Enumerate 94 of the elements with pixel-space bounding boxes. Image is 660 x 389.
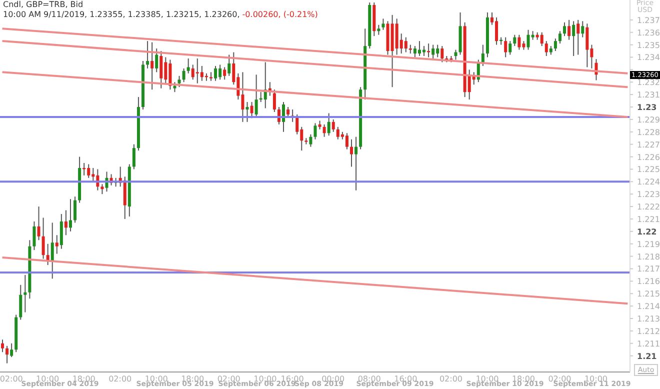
candlestick	[513, 34, 516, 47]
candlestick	[42, 217, 45, 260]
y-tick-label: 1.217	[637, 264, 660, 274]
candlestick	[350, 138, 353, 168]
y-tick-label: 1.226	[637, 152, 660, 162]
y-tick-label: 1.215	[637, 290, 660, 299]
candlestick	[182, 68, 186, 83]
candlestick	[332, 118, 335, 132]
y-tick-label: 1.212	[637, 326, 660, 336]
y-tick-label: 1.228	[637, 128, 660, 137]
candlestick	[250, 102, 254, 119]
candlestick	[50, 222, 54, 280]
candlestick	[558, 30, 562, 44]
candlestick	[327, 112, 330, 136]
candlestick	[576, 19, 580, 56]
candlestick	[223, 66, 226, 80]
y-tick-label: 1.235	[637, 40, 660, 50]
y-tick-label: 1.216	[637, 277, 660, 286]
y-tick-label: 1.213	[637, 314, 660, 324]
candlestick	[19, 284, 22, 320]
candlestick	[74, 196, 77, 224]
y-tick-label: 1.214	[637, 302, 660, 312]
candlestick	[404, 36, 408, 53]
y-tick-label: 1.227	[637, 140, 660, 150]
x-tick-label: 02:00	[0, 374, 23, 384]
y-tick-label: 1.234	[637, 53, 660, 62]
candlestick	[427, 43, 430, 58]
candlestick	[32, 220, 36, 251]
candlestick	[382, 18, 385, 30]
candlestick	[581, 20, 584, 38]
candlestick	[178, 75, 181, 88]
y-tick-label: 1.223	[637, 190, 660, 200]
y-tick-label: 1.218	[637, 252, 660, 262]
candlestick	[10, 342, 14, 358]
candlestick	[254, 74, 258, 118]
candlestick	[440, 46, 444, 63]
candlestick	[286, 106, 290, 118]
candlestick	[572, 20, 576, 56]
candlestick	[377, 24, 380, 36]
candlestick	[6, 345, 9, 364]
candlestick	[518, 34, 521, 50]
candlestick	[60, 213, 63, 250]
candlestick	[563, 22, 566, 37]
candlestick	[508, 40, 512, 56]
candlestick	[173, 82, 176, 93]
y-tick-label: 1.237	[637, 16, 660, 25]
candlestick	[540, 32, 544, 47]
y-tick-label: 1.236	[637, 28, 660, 38]
candlestick	[100, 184, 104, 195]
y-tick-label: 1.232	[637, 78, 660, 88]
chart-title: Cndl, GBP=TRB, Bid	[3, 0, 84, 10]
candlestick	[146, 40, 150, 69]
x-tick-label: 02:00	[108, 374, 132, 384]
candlestick	[37, 206, 40, 241]
candlestick	[554, 38, 557, 52]
candlestick	[272, 89, 276, 112]
candlestick	[504, 36, 508, 58]
text: 10:00 AM 9/11/2019, 1.23355, 1.23385, 1.23215, 1.23260,	[3, 10, 240, 19]
candlestick	[64, 210, 68, 236]
candlestick	[314, 122, 317, 140]
y-tick-label: 1.225	[637, 165, 660, 174]
y-tick-label: 1.231	[637, 90, 660, 100]
candlestick	[68, 198, 72, 232]
candlestick	[55, 234, 58, 254]
candlestick	[132, 144, 136, 170]
y-tick-label: 1.23	[637, 102, 657, 112]
y-tick-label: 1.219	[637, 240, 660, 249]
candlestick	[568, 19, 571, 40]
candlestick	[544, 40, 548, 56]
candlestick	[246, 102, 249, 122]
candlestick	[214, 65, 218, 82]
x-tick-label: 02:00	[439, 374, 462, 384]
y-tick-label: 1.221	[637, 214, 660, 224]
y-tick-label: 1.224	[637, 178, 660, 187]
y-tick-label: 1.21	[637, 352, 658, 361]
candlestick	[1, 339, 4, 353]
y-tick-label: 1.229	[637, 115, 660, 124]
y-tick-label: 1.22	[637, 227, 657, 236]
candlestick	[160, 50, 163, 89]
candlestick	[454, 49, 458, 60]
candlestick	[354, 136, 358, 191]
y-tick-label: 1.211	[637, 339, 660, 348]
candlestick	[322, 124, 326, 138]
candlestick	[309, 134, 312, 148]
candlestick	[24, 274, 27, 313]
annotation: -0.00260, (-0.21%)	[241, 10, 318, 19]
y-tick-label: 1.222	[637, 202, 660, 212]
candlestick	[432, 44, 435, 59]
candlestick	[155, 48, 158, 73]
candlestick	[586, 23, 589, 68]
candlestick	[186, 58, 190, 74]
candlestick	[150, 42, 154, 90]
candlestick	[345, 132, 348, 150]
candlestick	[228, 54, 231, 76]
